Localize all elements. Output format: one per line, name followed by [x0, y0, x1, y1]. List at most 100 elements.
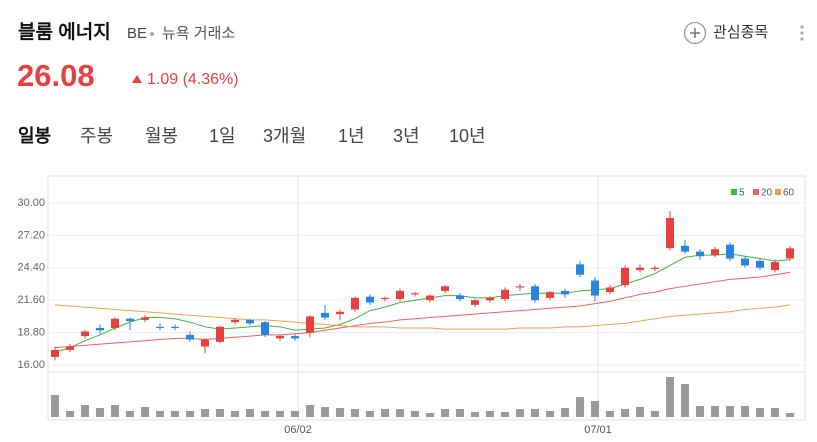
volume-bar — [291, 411, 299, 417]
watch-button[interactable]: 관심종목 — [683, 21, 769, 45]
candle-body — [711, 249, 719, 256]
volume-bar — [486, 411, 494, 417]
tab[interactable]: 월봉 — [145, 126, 178, 146]
volume-bar — [336, 408, 344, 417]
x-tick-label: 07/01 — [584, 424, 612, 436]
volume-bar — [246, 409, 254, 417]
ticker: BE — [127, 25, 147, 42]
legend-label: 60 — [783, 188, 795, 199]
candle-body — [381, 297, 389, 300]
candle-body — [156, 326, 164, 328]
plus-circle — [683, 21, 707, 45]
volume-bar — [351, 409, 359, 417]
volume-bar — [456, 409, 464, 417]
candle-body — [411, 293, 419, 295]
volume-bar — [636, 407, 644, 417]
tab[interactable]: 일봉 — [18, 126, 51, 146]
tab[interactable]: 3년 — [393, 126, 420, 146]
volume-bar — [531, 409, 539, 417]
exchange: 뉴욕 거래소 — [162, 25, 235, 42]
volume-bar — [66, 411, 74, 417]
candle-body — [426, 295, 434, 301]
volume-bar — [186, 411, 194, 417]
candle-body — [246, 319, 254, 324]
candle-body — [771, 262, 779, 271]
volume-bar — [111, 405, 119, 417]
volume-bar — [576, 397, 584, 417]
candle-body — [396, 290, 404, 300]
volume-bar — [396, 409, 404, 417]
volume-bar — [681, 384, 689, 417]
candle-body — [96, 327, 104, 331]
candle-body — [66, 346, 74, 350]
candle-body — [336, 311, 344, 315]
volume-bar — [216, 409, 224, 417]
candle-body — [726, 244, 734, 259]
volume-bar — [591, 401, 599, 417]
candle-body — [351, 297, 359, 310]
volume-bar — [96, 408, 104, 417]
y-tick-label: 18.80 — [17, 327, 45, 339]
candle-body — [516, 286, 524, 288]
candle-body — [366, 296, 374, 303]
volume-bar — [126, 411, 134, 417]
candle-body — [201, 339, 209, 347]
volume-bar — [726, 406, 734, 417]
legend-label: 20 — [761, 188, 773, 199]
candle-body — [606, 287, 614, 293]
price: 26.08 — [17, 58, 95, 93]
volume-bar — [231, 411, 239, 417]
legend-swatch — [731, 189, 737, 195]
y-tick-label: 24.40 — [17, 262, 45, 274]
tab[interactable]: 주봉 — [80, 126, 113, 146]
candle-body — [186, 334, 194, 340]
legend-label: 5 — [739, 188, 745, 199]
volume-bar — [621, 409, 629, 417]
candle-body — [741, 258, 749, 266]
volume-bar — [546, 411, 554, 417]
volume-bar — [366, 411, 374, 417]
tab[interactable]: 1년 — [338, 126, 365, 146]
tab[interactable]: 10년 — [449, 126, 486, 146]
volume-bar — [711, 406, 719, 417]
candle-body — [486, 297, 494, 301]
volume-bar — [471, 412, 479, 417]
candle-body — [51, 349, 59, 357]
volume-bar — [426, 413, 434, 417]
tab[interactable]: 1일 — [209, 126, 236, 146]
volume-bar — [141, 407, 149, 417]
candle-body — [111, 318, 119, 328]
candle-body — [666, 218, 674, 249]
tab[interactable]: 3개월 — [263, 126, 306, 146]
volume-bar — [501, 412, 509, 417]
volume-bar — [381, 409, 389, 417]
candle-body — [531, 286, 539, 301]
candle-body — [576, 264, 584, 275]
up-arrow — [132, 75, 142, 83]
ma-line — [54, 253, 791, 353]
candle-body — [291, 336, 299, 339]
candle-body — [501, 289, 509, 300]
candle-body — [621, 267, 629, 286]
candle-body — [441, 286, 449, 291]
volume-bar — [696, 406, 704, 417]
volume-bar — [201, 409, 209, 417]
volume-bar — [51, 395, 59, 417]
x-tick-label: 06/02 — [284, 424, 312, 436]
candle-body — [681, 245, 689, 252]
change: 1.09 (4.36%) — [147, 71, 239, 88]
plus — [690, 28, 700, 38]
candle-body — [216, 326, 224, 342]
candle-body — [141, 317, 149, 320]
candle-body — [81, 331, 89, 337]
volume-bar — [516, 409, 524, 417]
volume-bar — [321, 407, 329, 417]
candle-body — [756, 260, 764, 268]
legend-swatch — [753, 189, 759, 195]
dot — [150, 32, 154, 36]
menu-dots[interactable] — [800, 25, 804, 41]
volume-bar — [741, 406, 749, 417]
volume-bar — [666, 377, 674, 417]
y-tick-label: 16.00 — [17, 359, 45, 371]
